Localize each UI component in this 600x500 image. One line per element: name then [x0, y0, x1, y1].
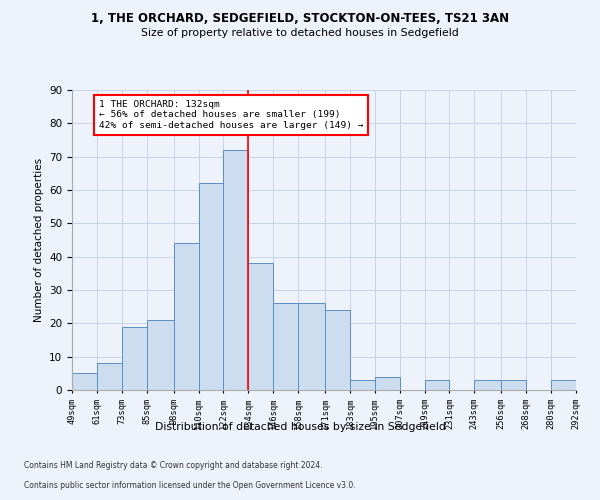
Bar — [223, 150, 248, 390]
Bar — [475, 380, 502, 390]
Bar — [375, 376, 400, 390]
Bar — [551, 380, 576, 390]
Text: 1, THE ORCHARD, SEDGEFIELD, STOCKTON-ON-TEES, TS21 3AN: 1, THE ORCHARD, SEDGEFIELD, STOCKTON-ON-… — [91, 12, 509, 26]
Bar — [146, 320, 173, 390]
Bar — [325, 310, 350, 390]
Bar — [97, 364, 122, 390]
Bar — [248, 264, 273, 390]
Bar — [72, 374, 97, 390]
Text: 1 THE ORCHARD: 132sqm
← 56% of detached houses are smaller (199)
42% of semi-det: 1 THE ORCHARD: 132sqm ← 56% of detached … — [99, 100, 364, 130]
Bar — [350, 380, 375, 390]
Bar — [273, 304, 298, 390]
Text: Size of property relative to detached houses in Sedgefield: Size of property relative to detached ho… — [141, 28, 459, 38]
Bar — [199, 184, 223, 390]
Bar — [173, 244, 199, 390]
Bar — [425, 380, 449, 390]
Text: Distribution of detached houses by size in Sedgefield: Distribution of detached houses by size … — [155, 422, 445, 432]
Text: Contains HM Land Registry data © Crown copyright and database right 2024.: Contains HM Land Registry data © Crown c… — [24, 461, 323, 470]
Text: Contains public sector information licensed under the Open Government Licence v3: Contains public sector information licen… — [24, 481, 356, 490]
Bar — [122, 326, 146, 390]
Y-axis label: Number of detached properties: Number of detached properties — [34, 158, 44, 322]
Bar — [502, 380, 526, 390]
Bar — [298, 304, 325, 390]
